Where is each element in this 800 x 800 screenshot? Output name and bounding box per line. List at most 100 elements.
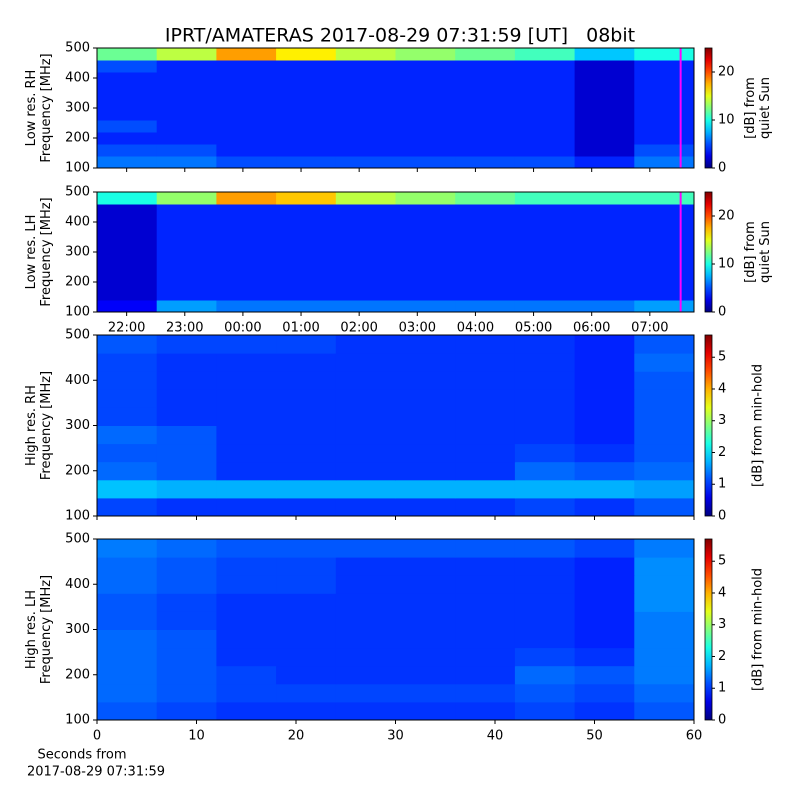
heatmap-cell — [455, 479, 516, 499]
colorbar-label: quiet Sun — [758, 221, 773, 283]
heatmap-cell — [574, 204, 635, 217]
heatmap-cell — [574, 48, 635, 61]
heatmap-cell — [335, 389, 396, 408]
heatmap-cell — [395, 389, 456, 408]
heatmap-cell — [455, 593, 516, 612]
heatmap-cell — [574, 216, 635, 229]
colorbar-tick-label: 10 — [718, 113, 735, 128]
y-tick-label: 500 — [65, 328, 90, 343]
heatmap-cell — [97, 497, 158, 517]
colorbar — [704, 538, 713, 721]
heatmap-cell — [455, 701, 516, 721]
heatmap-cell — [455, 539, 516, 558]
heatmap-cell — [514, 204, 576, 217]
heatmap-cell — [335, 593, 396, 612]
heatmap-cell — [276, 371, 337, 390]
heatmap-cell — [574, 353, 635, 372]
heatmap-cell — [395, 84, 456, 97]
heatmap-cell — [276, 611, 337, 630]
chart-title: IPRT/AMATERAS 2017-08-29 07:31:59 [UT] 0… — [165, 25, 635, 47]
heatmap-cell — [156, 192, 217, 205]
heatmap-cell — [156, 48, 217, 61]
heatmap-cell — [97, 353, 158, 372]
heatmap-cell — [634, 701, 695, 721]
heatmap-cell — [156, 72, 217, 85]
heatmap-cell — [156, 683, 217, 703]
colorbar-tick-label: 20 — [718, 209, 735, 224]
x-tick-label: 10 — [188, 729, 205, 744]
heatmap-cell — [276, 84, 337, 97]
y-tick-label: 300 — [65, 418, 90, 433]
heatmap-cell — [455, 48, 516, 61]
heatmap-cell — [335, 252, 396, 265]
heatmap-cell — [395, 575, 456, 594]
heatmap-cell — [216, 156, 277, 169]
heatmap-cell — [97, 60, 158, 73]
heatmap-cell — [455, 629, 516, 649]
heatmap-cell — [156, 96, 217, 109]
heatmap-cell — [156, 300, 217, 313]
heatmap-cell — [276, 216, 337, 229]
heatmap-cell — [216, 108, 277, 121]
heatmap-cell — [156, 611, 217, 630]
heatmap-cell — [276, 539, 337, 558]
heatmap-cell — [276, 683, 337, 703]
heatmap-cell — [634, 353, 695, 372]
colorbar-tick-label: 0 — [718, 509, 726, 524]
heatmap-cell — [156, 216, 217, 229]
colorbar-tick-label: 10 — [718, 257, 735, 272]
heatmap-cell — [514, 443, 576, 463]
colorbar — [704, 47, 713, 169]
heatmap-cell — [335, 353, 396, 372]
y-tick-label: 300 — [65, 622, 90, 637]
heatmap-cell — [574, 96, 635, 109]
heatmap-cell — [395, 461, 456, 481]
colorbar-label: [dB] from — [743, 221, 758, 283]
heatmap-cell — [335, 647, 396, 667]
heatmap-cell — [97, 539, 158, 558]
heatmap-cell — [395, 647, 456, 667]
heatmap-cell — [395, 353, 456, 372]
heatmap-cell — [455, 300, 516, 313]
heatmap-cell — [514, 371, 576, 390]
heatmap-cell — [634, 252, 695, 265]
heatmap-cell — [156, 240, 217, 253]
heatmap-cell — [514, 48, 576, 61]
x-tick-label: 07:00 — [631, 321, 668, 336]
heatmap-cell — [156, 701, 217, 721]
heatmap-cell — [455, 461, 516, 481]
heatmap-cell — [276, 156, 337, 169]
heatmap-cell — [455, 407, 516, 426]
heatmap-cell — [455, 353, 516, 372]
heatmap-cell — [574, 425, 635, 445]
heatmap-cell — [97, 611, 158, 630]
heatmap-cell — [455, 425, 516, 445]
heatmap-cell — [455, 120, 516, 133]
heatmap-cell — [634, 144, 695, 157]
heatmap-cell — [335, 228, 396, 241]
heatmap-cell — [97, 629, 158, 649]
heatmap-cell — [276, 288, 337, 301]
heatmap-cell — [216, 371, 277, 390]
heatmap-cell — [156, 497, 217, 517]
heatmap-cell — [574, 701, 635, 721]
x-tick-label: 23:00 — [166, 321, 203, 336]
heatmap-cell — [574, 335, 635, 354]
heatmap-cell — [395, 288, 456, 301]
heatmap-cell — [574, 557, 635, 576]
heatmap-cell — [514, 389, 576, 408]
heatmap-cell — [634, 335, 695, 354]
heatmap-cell — [335, 539, 396, 558]
heatmap-cell — [335, 204, 396, 217]
heatmap-cell — [574, 371, 635, 390]
heatmap-cell — [335, 479, 396, 499]
heatmap-cell — [276, 264, 337, 277]
heatmap-cell — [634, 425, 695, 445]
heatmap-cell — [574, 539, 635, 558]
heatmap-cell — [97, 204, 158, 217]
heatmap-cell — [514, 300, 576, 313]
heatmap-cell — [335, 216, 396, 229]
heatmap-cell — [97, 108, 158, 121]
heatmap-cell — [634, 228, 695, 241]
heatmap-cell — [455, 60, 516, 73]
